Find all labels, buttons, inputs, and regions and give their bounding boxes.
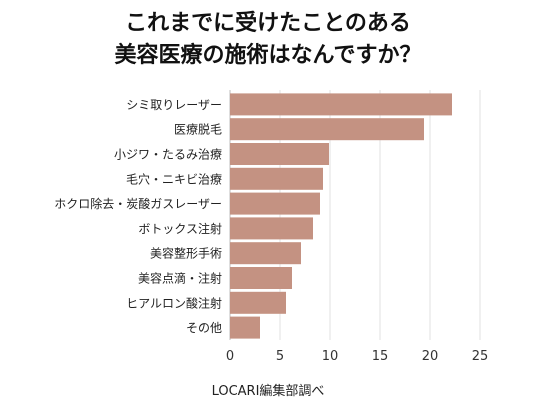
bar xyxy=(230,192,320,215)
bar xyxy=(230,167,323,190)
category-label: 美容整形手術 xyxy=(150,246,222,261)
bar xyxy=(230,316,260,339)
bar xyxy=(230,217,313,240)
x-tick-labels: 0 5 10 15 20 25 xyxy=(226,349,488,364)
category-labels: シミ取りレーザー医療脱毛小ジワ・たるみ治療毛穴・ニキビ治療ホクロ除去・炭酸ガスレ… xyxy=(54,98,222,335)
x-tick-label: 0 xyxy=(226,349,234,364)
chart-title-line-2: 美容医療の施術はなんですか？ xyxy=(114,43,422,68)
bar xyxy=(230,242,301,265)
x-tick-label: 20 xyxy=(422,349,439,364)
x-tick-label: 10 xyxy=(322,349,339,364)
chart-title-line-1: これまでに受けたことのある xyxy=(125,11,411,36)
category-label: ボトックス注射 xyxy=(138,221,222,236)
x-tick-label: 15 xyxy=(372,349,389,364)
chart-title: これまでに受けたことのある 美容医療の施術はなんですか？ xyxy=(0,8,536,72)
bar xyxy=(230,143,329,165)
category-label: 毛穴・ニキビ治療 xyxy=(126,171,222,186)
category-label: 美容点滴・注射 xyxy=(138,271,222,286)
bars xyxy=(230,93,452,339)
bar xyxy=(230,118,424,141)
x-tick-label: 25 xyxy=(472,349,489,364)
x-tick-label: 5 xyxy=(276,349,284,364)
category-label: シミ取りレーザー xyxy=(126,98,222,112)
source-note: LOCARI編集部調べ xyxy=(211,384,325,399)
bar xyxy=(230,291,286,314)
category-label: ホクロ除去・炭酸ガスレーザー xyxy=(54,196,222,211)
category-label: 小ジワ・たるみ治療 xyxy=(114,148,222,162)
bar xyxy=(230,93,452,116)
category-label: その他 xyxy=(186,321,222,335)
category-label: 医療脱毛 xyxy=(174,122,222,137)
category-label: ヒアルロン酸注射 xyxy=(126,295,222,310)
bar xyxy=(230,267,292,289)
